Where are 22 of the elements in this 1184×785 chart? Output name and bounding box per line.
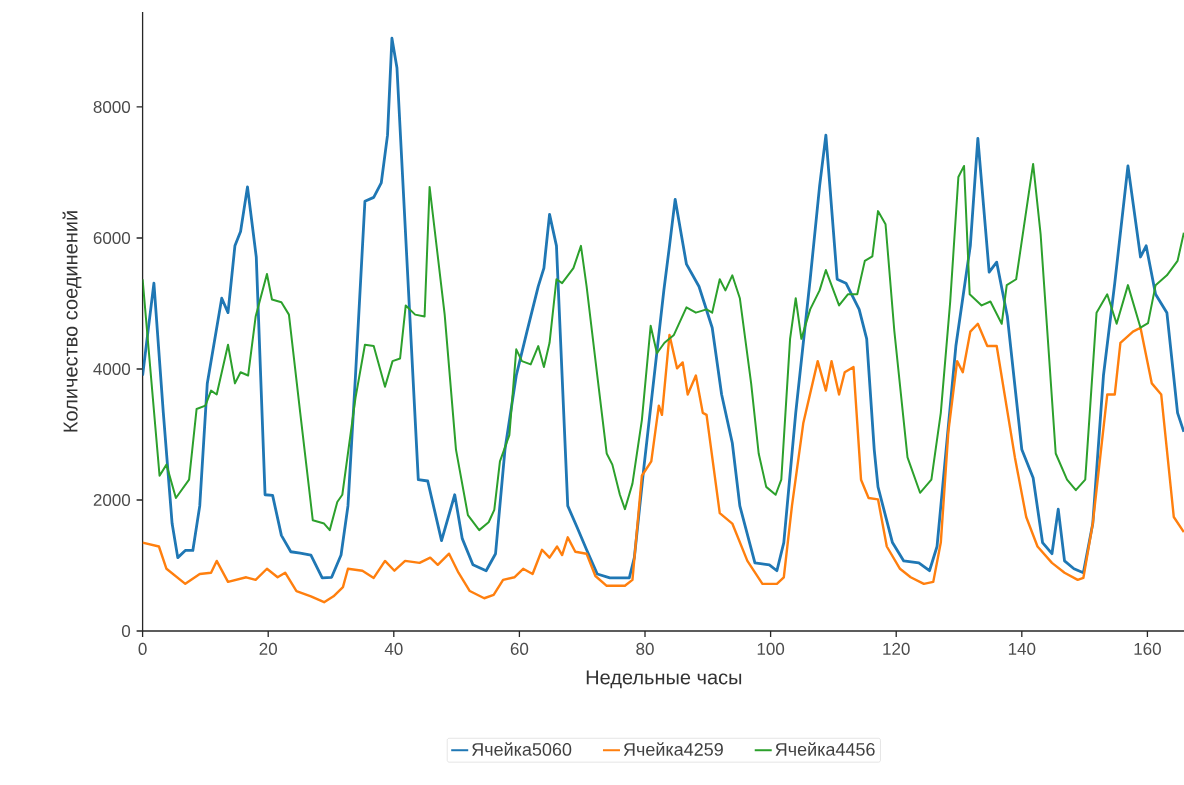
legend-label: Ячейка5060	[472, 742, 572, 756]
x-tick-label: 20	[259, 642, 277, 655]
line-series	[142, 36, 1184, 580]
x-tick-label: 120	[883, 642, 910, 655]
x-axis-title: Недельные часы	[586, 670, 742, 689]
y-tick-label: 6000	[93, 231, 131, 244]
y-tick-label: 4000	[93, 362, 131, 376]
x-tick-label: 100	[757, 642, 785, 655]
line-series	[142, 162, 1184, 532]
y-tick-label: 2000	[93, 493, 131, 507]
legend-label: Ячейка4456	[775, 742, 875, 756]
y-tick-label: 0	[121, 624, 131, 638]
x-tick-label: 140	[1008, 642, 1036, 655]
x-tick-label: 160	[1134, 642, 1161, 655]
y-tick-label: 8000	[93, 100, 131, 113]
line-series	[142, 322, 1184, 604]
x-tick-label: 80	[636, 642, 654, 655]
y-axis-title: Количество соединений	[62, 211, 82, 432]
x-tick-label: 40	[384, 642, 403, 655]
x-tick-label: 60	[510, 642, 529, 655]
legend-label: Ячейка4259	[623, 742, 723, 756]
x-tick-label: 0	[138, 642, 147, 655]
